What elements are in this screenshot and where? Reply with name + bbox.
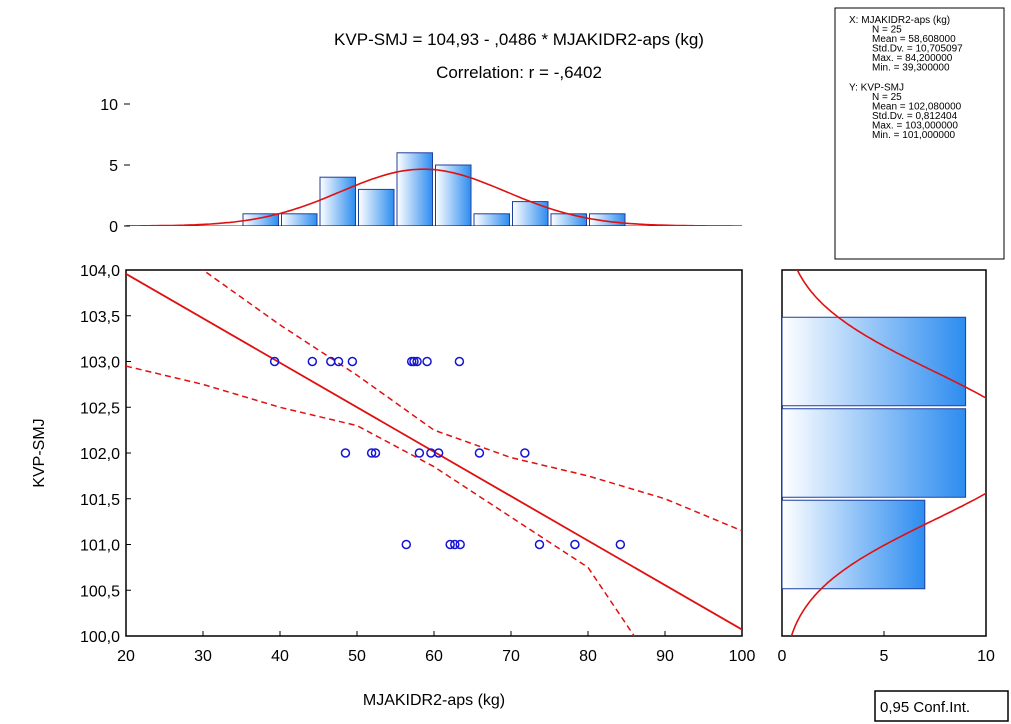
chart-title: KVP-SMJ = 104,93 - ,0486 * MJAKIDR2-aps … — [334, 30, 704, 49]
stats-x-line: Max. = 84,200000 — [872, 53, 953, 64]
y-histogram-bar — [782, 408, 967, 498]
x-axis-label: MJAKIDR2-aps (kg) — [363, 692, 505, 709]
x-histogram-bar — [358, 188, 395, 226]
y-normal-curve — [790, 270, 986, 636]
y-histogram-bar — [782, 499, 926, 590]
x-tick-label: 30 — [194, 648, 212, 665]
data-point — [409, 356, 419, 367]
data-point — [347, 356, 358, 367]
x-tick-label: 70 — [502, 648, 520, 665]
y-tick-label: 101,5 — [80, 492, 120, 509]
stats-y-header: Y: KVP-SMJ — [849, 83, 904, 94]
x-histogram: 0 5 10 — [100, 97, 742, 236]
y-histogram-tick-label: 10 — [977, 648, 995, 665]
stats-x-line: Min. = 39,300000 — [872, 63, 950, 74]
x-histogram-bar — [319, 176, 356, 226]
x-histogram-bar — [396, 152, 433, 226]
legend-conf-int-label: 0,95 Conf.Int. — [880, 699, 970, 716]
y-tick-label: 102,5 — [80, 400, 120, 417]
x-histogram-tick-label: 0 — [109, 219, 118, 236]
stats-y-line: Std.Dv. = 0,812404 — [872, 111, 958, 122]
stats-y-line: Min. = 101,000000 — [872, 130, 956, 141]
stats-x-line: Std.Dv. = 10,705097 — [872, 44, 963, 55]
x-tick-label: 20 — [117, 648, 135, 665]
y-axis-label: KVP-SMJ — [31, 418, 48, 487]
data-point — [445, 539, 455, 550]
data-point — [534, 539, 545, 550]
stats-x-line: Mean = 58,608000 — [872, 34, 956, 45]
y-tick-label: 104,0 — [80, 263, 120, 280]
data-point — [570, 539, 580, 550]
stats-box — [834, 7, 1005, 260]
y-tick-label: 103,0 — [80, 355, 120, 372]
stats-y-line: Mean = 102,080000 — [872, 102, 962, 113]
y-tick-label: 100,5 — [80, 583, 120, 600]
x-tick-label: 60 — [425, 648, 443, 665]
regression-line — [126, 273, 742, 631]
data-point — [455, 539, 465, 550]
y-tick-label: 100,0 — [80, 629, 120, 646]
chart-subtitle: Correlation: r = -,6402 — [436, 63, 602, 82]
data-point — [340, 448, 351, 458]
lower-confidence-band — [126, 365, 636, 636]
x-histogram-tick-label: 10 — [100, 97, 118, 114]
data-point — [370, 448, 381, 458]
x-histogram-bar — [435, 164, 472, 226]
data-point — [433, 448, 444, 458]
data-point — [307, 356, 318, 367]
data-point — [366, 448, 377, 458]
data-point — [474, 448, 485, 458]
x-tick-label: 90 — [656, 648, 674, 665]
x-histogram-bar — [473, 213, 510, 226]
stats-x-header: X: MJAKIDR2-aps (kg) — [849, 15, 950, 26]
x-tick-label: 40 — [271, 648, 289, 665]
y-tick-label: 102,0 — [80, 446, 120, 463]
y-tick-label: 101,0 — [80, 538, 120, 555]
data-point — [414, 448, 425, 458]
legend-box — [874, 690, 1009, 722]
data-point — [422, 356, 432, 367]
y-histogram-tick-label: 5 — [880, 648, 889, 665]
x-tick-label: 100 — [729, 648, 756, 665]
data-point — [450, 539, 460, 550]
data-point — [412, 356, 422, 367]
x-tick-label: 80 — [579, 648, 597, 665]
y-tick-label: 103,5 — [80, 309, 120, 326]
stats-y-line: N = 25 — [872, 92, 902, 103]
data-point — [615, 539, 626, 550]
stats-x-line: N = 25 — [872, 25, 902, 36]
data-point — [269, 356, 280, 367]
x-histogram-bar — [281, 213, 318, 226]
data-point — [401, 539, 412, 550]
x-tick-label: 50 — [348, 648, 366, 665]
data-point — [333, 356, 344, 367]
upper-confidence-band — [202, 270, 742, 532]
x-histogram-tick-label: 5 — [109, 158, 118, 175]
data-point — [520, 448, 530, 458]
y-histogram-tick-label: 0 — [778, 648, 787, 665]
x-histogram-bar — [550, 213, 587, 226]
data-point — [454, 356, 465, 367]
stats-y-line: Max. = 103,000000 — [872, 121, 958, 132]
y-histogram-bar — [782, 316, 967, 407]
x-normal-curve — [126, 168, 742, 226]
